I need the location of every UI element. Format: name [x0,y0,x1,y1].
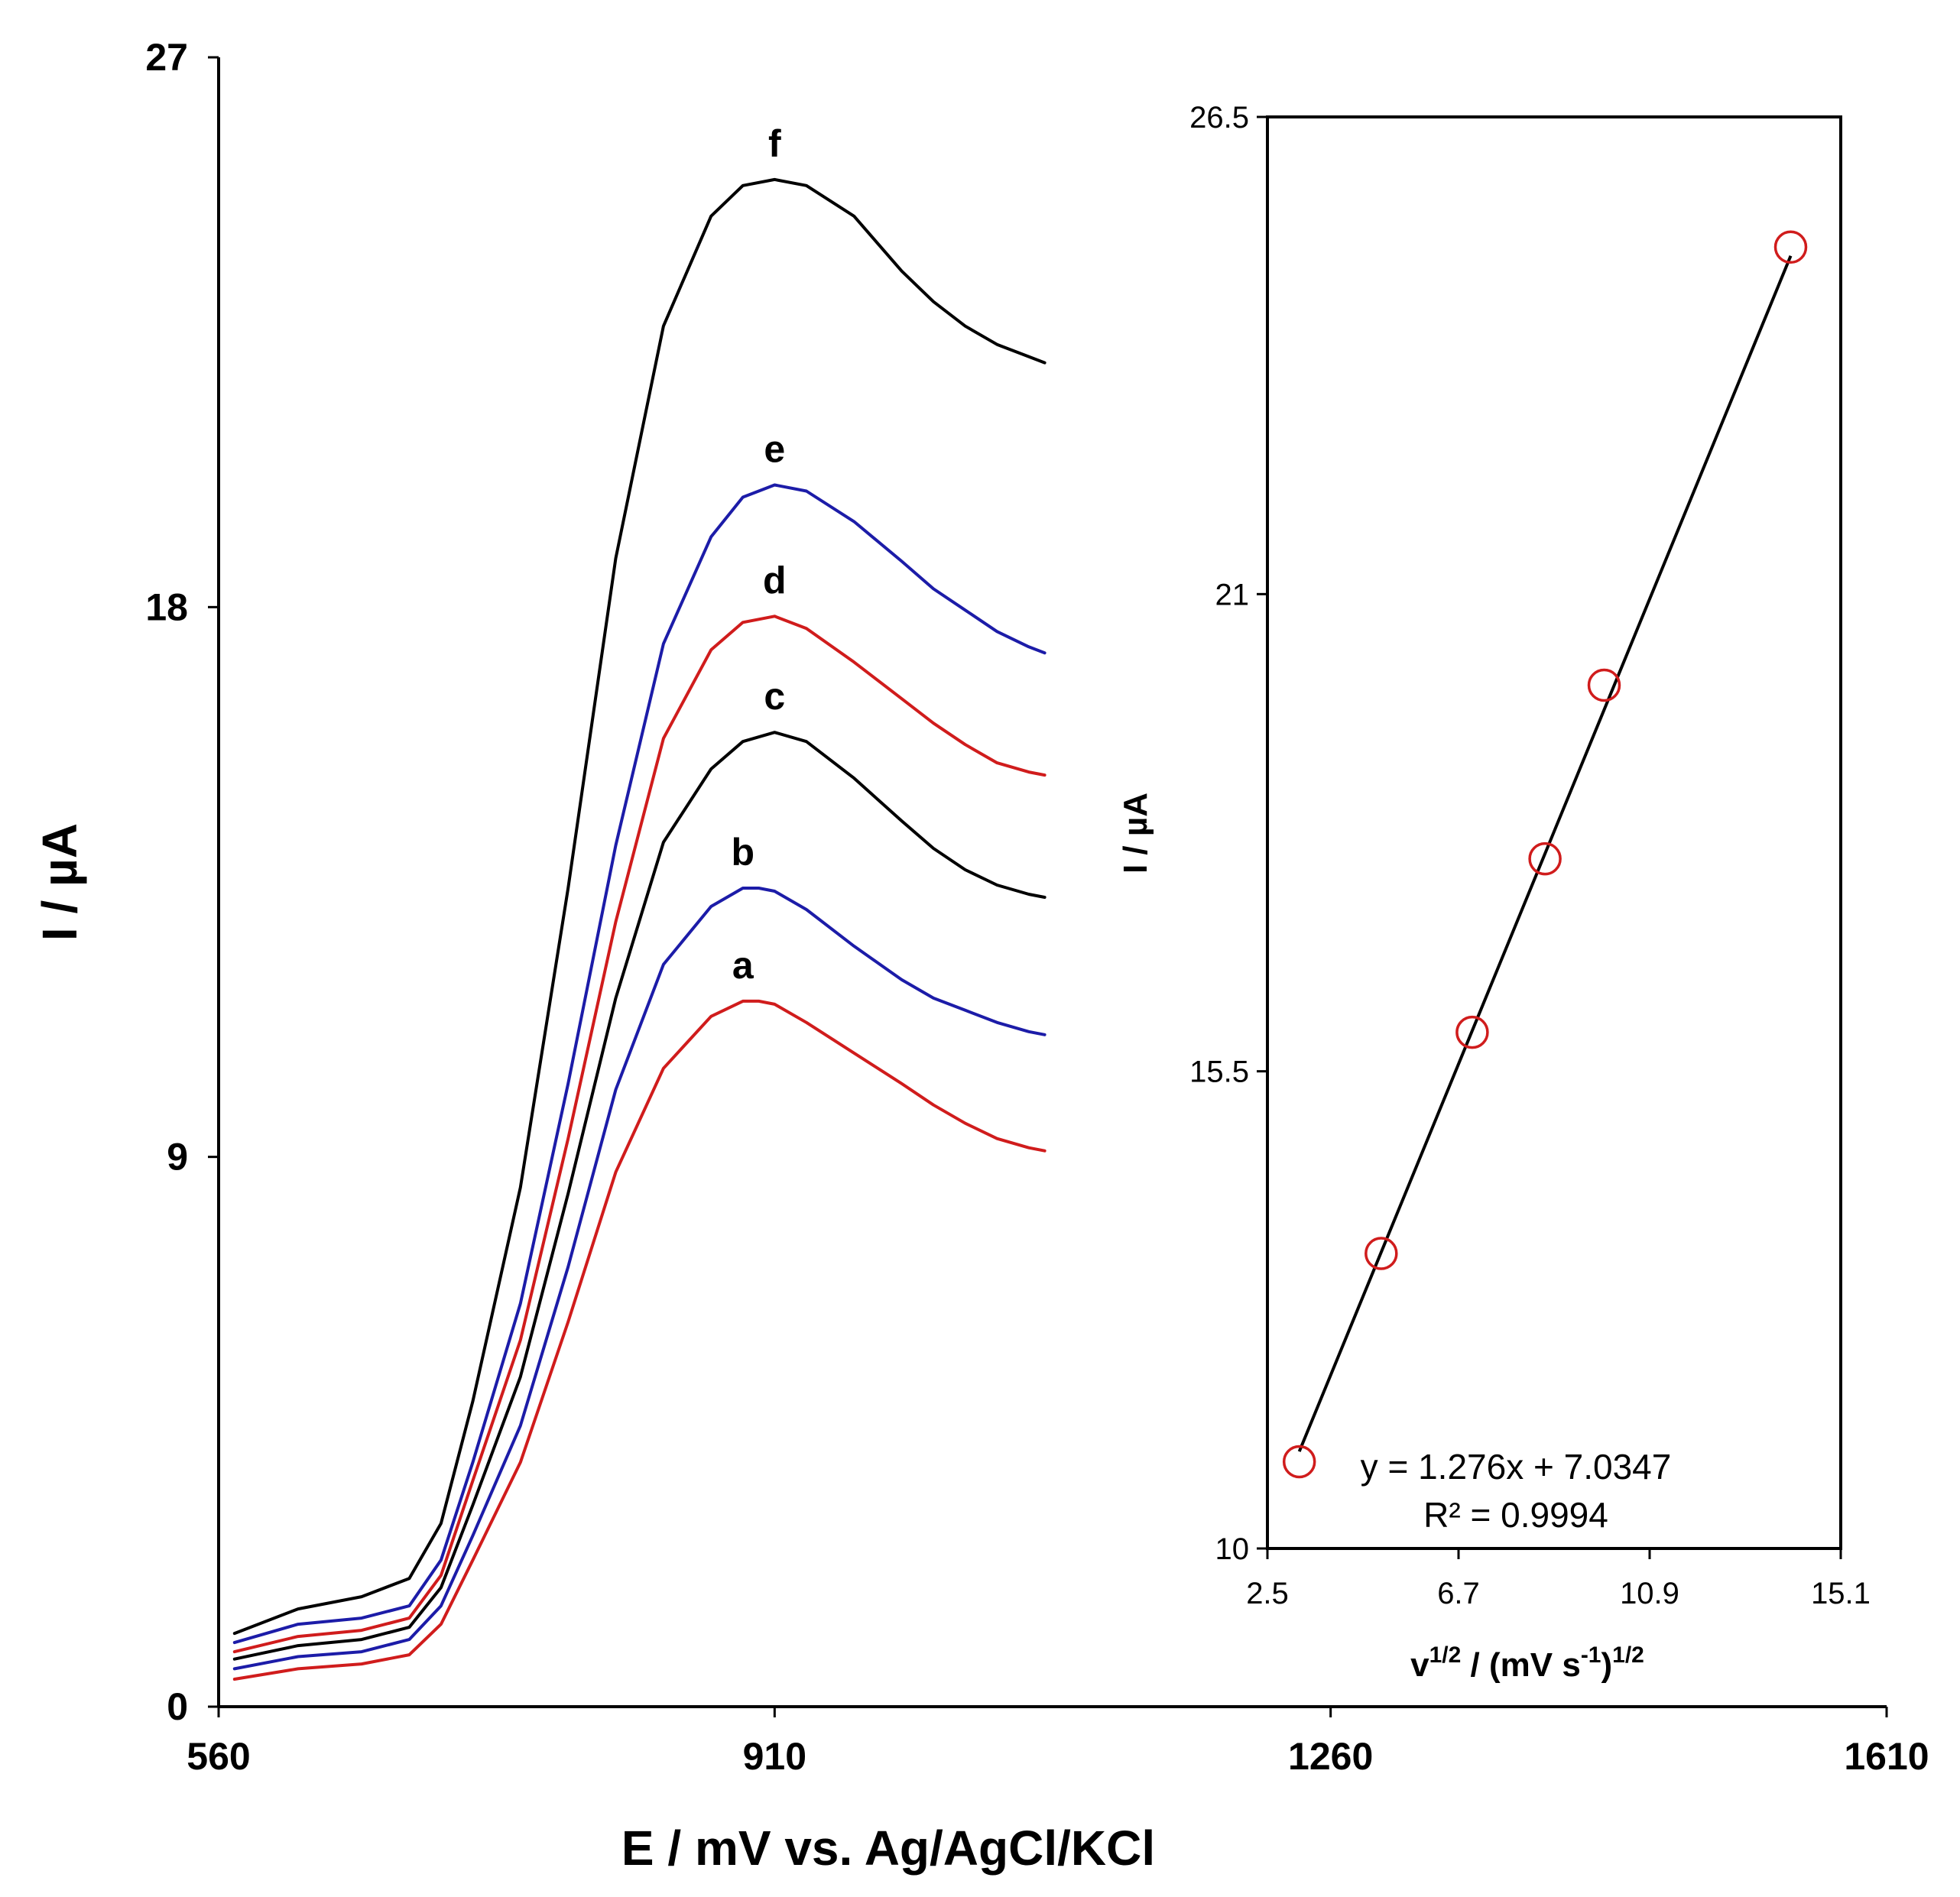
data-point-marker [1282,1445,1316,1479]
inset-x-tick-label: 15.1 [1811,1577,1871,1610]
main-x-tick-label: 910 [743,1735,806,1778]
series-a-line [232,999,1047,1681]
main-x-axis-title: E / mV vs. Ag/AgCl/KCl [621,1821,1155,1876]
curve-label-f: f [768,122,781,165]
series-d-line [232,614,1047,1654]
data-point-marker [1365,1237,1398,1270]
series-e-line [232,483,1047,1645]
main-x-tick-label: 1610 [1844,1735,1929,1778]
regression-line [1297,255,1793,1452]
curve-label-b: b [732,831,755,874]
regression-equation: y = 1.276x + 7.0347 [1361,1447,1672,1487]
data-point-marker [1528,841,1562,876]
main-x-ticks: 560 910 1260 1610 [187,1707,1929,1778]
curve-label-d: d [763,559,787,602]
inset-y-tick-label: 10 [1215,1532,1250,1566]
series-b-line [232,887,1047,1671]
inset-y-tick-label: 21 [1215,578,1250,611]
inset-markers [1282,230,1808,1479]
inset-chart: 10 15.5 21 26.5 2.5 6.7 10.9 15.1 y = 1.276x +… [1117,101,1871,1684]
inset-x-tick-label: 6.7 [1437,1577,1480,1610]
main-y-axis-title: I / µA [32,823,87,941]
data-point-marker [1455,1015,1489,1049]
inset-y-tick-label: 26.5 [1189,101,1249,135]
main-chart: a b c d e f 0 9 18 27 560 910 1260 1610 E / mV vs. … [32,36,1929,1876]
data-point-marker [1773,230,1808,264]
main-y-tick-label: 9 [167,1136,188,1179]
curve-label-e: e [764,428,785,471]
series-c-line [232,731,1047,1661]
main-y-tick-label: 18 [145,585,188,628]
series-f-line [232,177,1047,1636]
inset-y-tick-label: 15.5 [1189,1056,1249,1089]
inset-frame [1266,115,1842,1550]
curve-label-c: c [764,675,785,718]
inset-y-axis-title: I / µA [1117,793,1154,874]
inset-x-ticks: 2.5 6.7 10.9 15.1 [1246,1548,1871,1610]
main-x-tick-label: 1260 [1288,1735,1373,1778]
inset-x-axis-title: v1/2 / (mV s-1)1/2 [1410,1642,1644,1684]
main-y-tick-label: 0 [167,1685,188,1728]
main-x-tick-label: 560 [187,1735,250,1778]
inset-x-tick-label: 2.5 [1246,1577,1289,1610]
main-series-group [232,177,1047,1681]
main-y-tick-label: 27 [145,36,188,79]
main-y-ticks: 0 9 18 27 [145,36,219,1728]
curve-labels: a b c d e f [732,122,787,987]
curve-label-a: a [732,944,754,987]
inset-y-ticks: 10 15.5 21 26.5 [1189,101,1267,1566]
r-squared: R² = 0.9994 [1423,1495,1608,1535]
data-point-marker [1587,668,1621,702]
inset-x-tick-label: 10.9 [1620,1577,1679,1610]
